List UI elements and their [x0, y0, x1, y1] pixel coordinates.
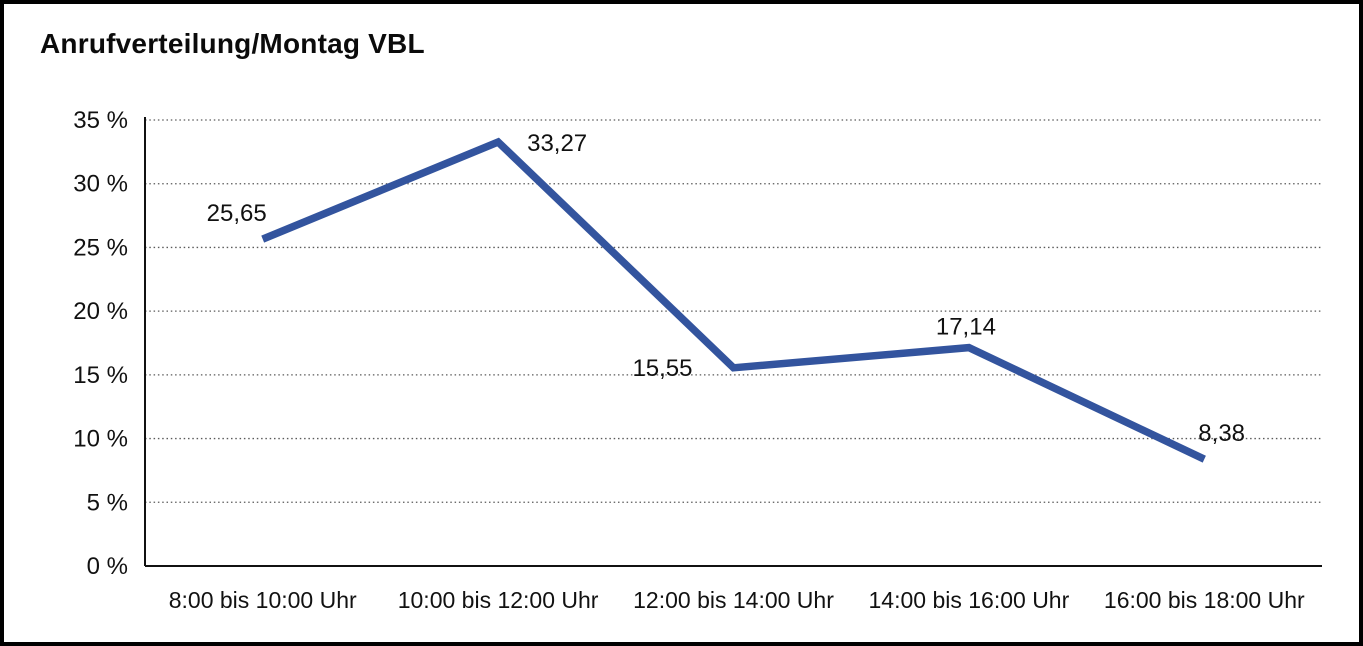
y-tick-label: 5 %	[87, 489, 128, 516]
chart-title: Anrufverteilung/Montag VBL	[40, 28, 425, 59]
y-tick-label: 0 %	[87, 553, 128, 580]
x-category-label: 10:00 bis 12:00 Uhr	[398, 587, 599, 613]
line-chart-svg: 35 % 30 % 25 % 20 % 15 % 10 % 5 % 0 % 8:00 bis 1…	[73, 107, 1322, 613]
data-point-label: 15,55	[632, 355, 692, 382]
y-tick-label: 10 %	[73, 426, 128, 453]
x-category-label: 14:00 bis 16:00 Uhr	[869, 587, 1070, 613]
data-point-label: 8,38	[1198, 420, 1245, 447]
data-line	[261, 137, 1206, 463]
y-tick-label: 35 %	[73, 107, 128, 134]
y-tick-label: 25 %	[73, 234, 128, 261]
y-tick-label: 20 %	[73, 298, 128, 325]
y-tick-label: 30 %	[73, 171, 128, 198]
x-category-label: 12:00 bis 14:00 Uhr	[633, 587, 834, 613]
x-category-label: 8:00 bis 10:00 Uhr	[169, 587, 357, 613]
data-point-label: 17,14	[936, 314, 996, 341]
data-point-label: 25,65	[207, 200, 267, 227]
y-tick-label: 15 %	[73, 362, 128, 389]
x-category-label: 16:00 bis 18:00 Uhr	[1104, 587, 1305, 613]
data-point-label: 33,27	[527, 130, 587, 157]
